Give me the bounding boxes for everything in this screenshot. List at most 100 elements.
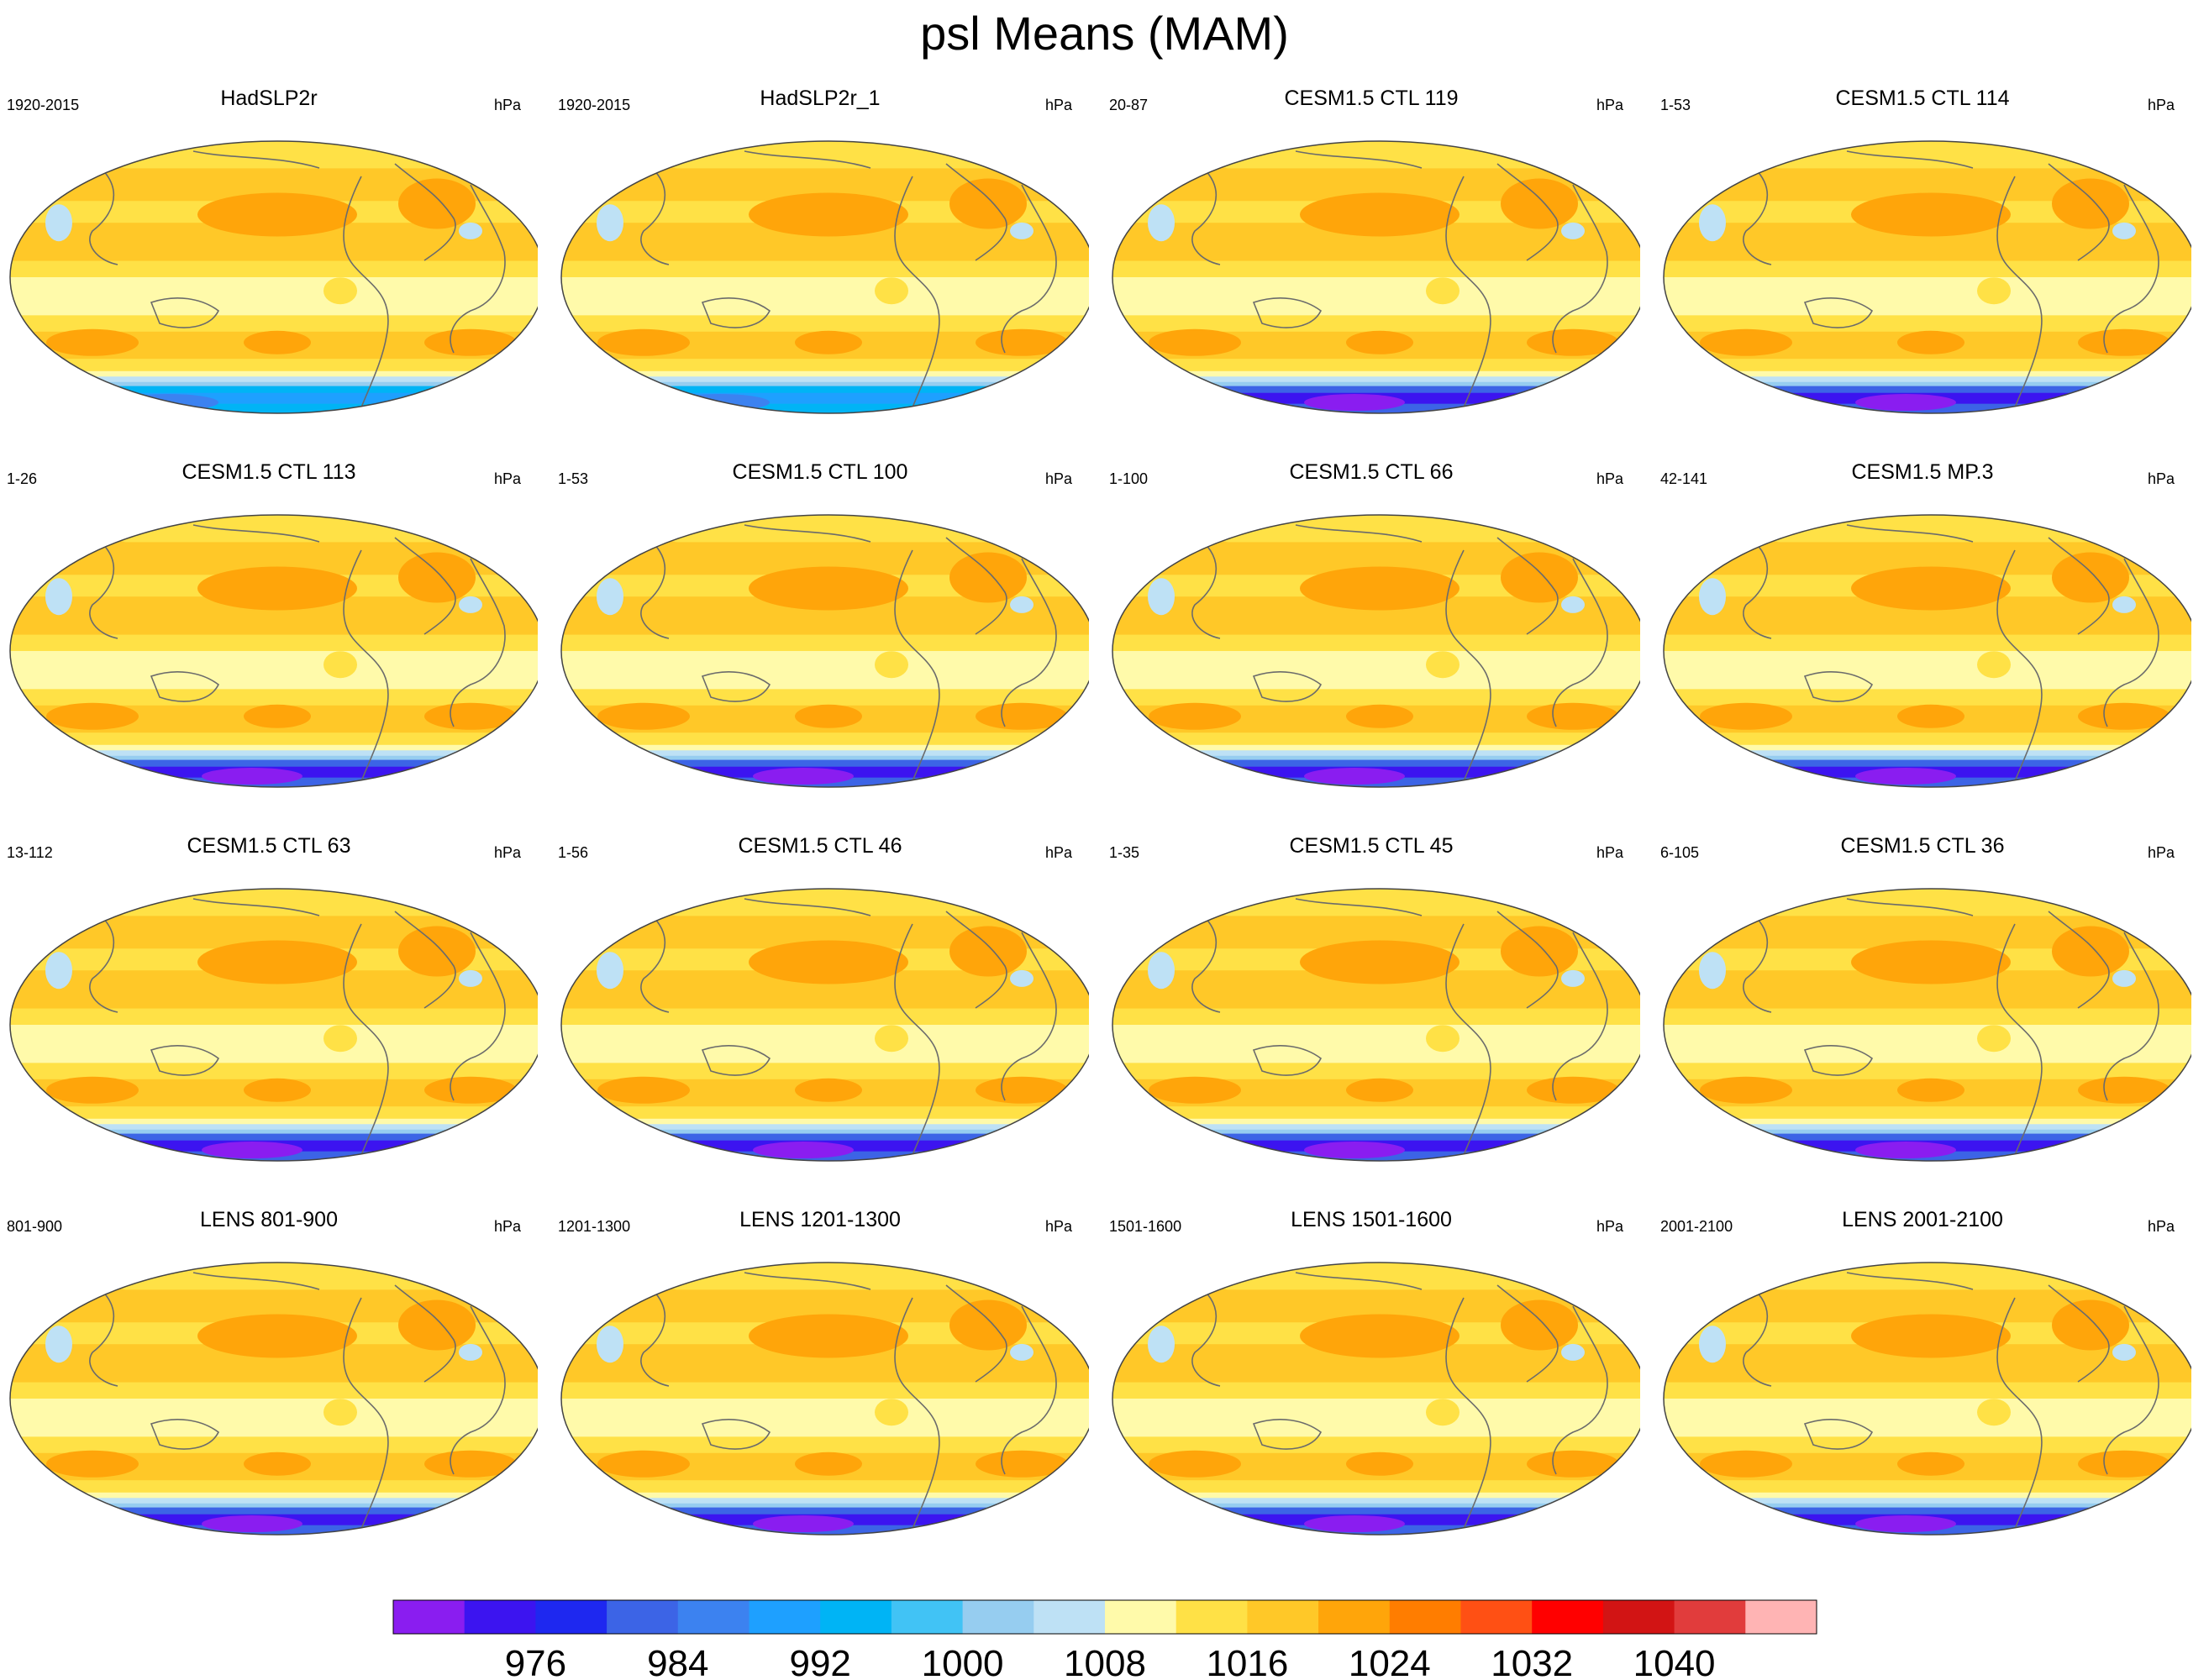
pressure-band [561, 141, 1089, 170]
pressure-band [1112, 359, 1640, 372]
coastline [744, 150, 871, 169]
pressure-band [561, 744, 1089, 752]
panel-units: hPa [1596, 97, 1623, 113]
pressure-cell [795, 330, 862, 354]
pressure-band [561, 515, 1089, 543]
pressure-cell [1851, 1314, 2011, 1358]
colorbar-tick-label: 1008 [1064, 1643, 1146, 1680]
coastline [1803, 671, 1874, 702]
panel-title: LENS 801-900 [199, 1208, 338, 1231]
coastline [894, 923, 940, 1156]
pressure-band [1664, 315, 2191, 333]
pressure-cell [597, 702, 690, 730]
pressure-band [1112, 1133, 1640, 1142]
panel-units: hPa [2147, 470, 2175, 487]
pressure-band [561, 651, 1089, 690]
coastline [1191, 541, 1221, 639]
pressure-cell [795, 1078, 862, 1102]
coastline [744, 898, 871, 916]
coastline [1445, 923, 1491, 1156]
pressure-band [1664, 260, 2191, 278]
pressure-band [1112, 277, 1640, 317]
coastline [701, 1045, 771, 1076]
pressure-cell [568, 1284, 686, 1305]
pressure-cell [1304, 394, 1405, 412]
pressure-band [10, 634, 538, 652]
coastline [89, 541, 118, 639]
pressure-band [10, 315, 538, 333]
pressure-band [561, 759, 1089, 768]
map-plot [1663, 140, 2191, 414]
map-border [1663, 140, 2191, 414]
panel-period: 1-53 [558, 470, 589, 487]
pressure-cell [1148, 578, 1175, 616]
pressure-cell [1670, 1284, 1788, 1305]
pressure-band [10, 1436, 538, 1454]
pressure-cell [1851, 940, 2011, 984]
colorbar-bin [535, 1600, 607, 1634]
pressure-cell [1426, 1399, 1460, 1426]
pressure-band [1112, 1498, 1640, 1504]
pressure-band [1112, 376, 1640, 383]
coastline [1552, 932, 1608, 1101]
pressure-cell [1561, 1343, 1585, 1361]
pressure-band [1664, 359, 2191, 372]
coastline [2048, 911, 2110, 1009]
panel-title: CESM1.5 CTL 114 [1835, 87, 2010, 110]
coastline [1846, 150, 1974, 169]
pressure-band [10, 376, 538, 383]
pressure-band [1112, 370, 1640, 378]
pressure-band [1112, 1399, 1640, 1438]
pressure-band [1112, 755, 1640, 761]
pressure-cell [949, 552, 1027, 603]
colorbar-bin [820, 1600, 892, 1634]
pressure-cell [875, 277, 908, 305]
pressure-cell [197, 566, 357, 611]
pressure-band [1664, 1492, 2191, 1499]
colorbar-bin [891, 1600, 964, 1634]
pressure-band [561, 381, 1089, 387]
pressure-cell [1670, 163, 1788, 184]
pressure-cell [949, 178, 1027, 229]
coastline [701, 1419, 771, 1450]
coastline [744, 524, 871, 543]
panel-period: 42-141 [1660, 470, 1708, 487]
pressure-cell [1300, 940, 1460, 984]
coastline [150, 1045, 220, 1076]
pressure-band [1664, 381, 2191, 387]
pressure-band [1664, 1503, 2191, 1509]
pressure-cell [46, 328, 139, 356]
pressure-band [10, 889, 538, 917]
pressure-cell [1304, 768, 1405, 785]
pressure-cell [749, 1314, 908, 1358]
map-border [1663, 1262, 2191, 1536]
pressure-band [1112, 1124, 1640, 1131]
map-border [9, 1262, 538, 1536]
map-plot [1663, 888, 2191, 1162]
pressure-band [1112, 759, 1640, 768]
pressure-cell [1699, 952, 1726, 990]
pressure-band [1664, 1498, 2191, 1504]
coastline [1496, 537, 1559, 635]
pressure-cell [244, 1078, 311, 1102]
pressure-band [1112, 141, 1640, 170]
pressure-band [1112, 1436, 1640, 1454]
coastline [1846, 1272, 1974, 1290]
pressure-cell [45, 952, 72, 990]
colorbar-bin [1460, 1600, 1533, 1634]
map-border [560, 514, 1089, 788]
coastline [1743, 915, 1772, 1013]
pressure-cell [1426, 651, 1460, 679]
pressure-band [1112, 1008, 1640, 1026]
coastline [1996, 176, 2043, 408]
coastline [192, 898, 320, 916]
pressure-cell [976, 702, 1068, 730]
pressure-cell [398, 552, 476, 603]
pressure-band [561, 1503, 1089, 1509]
coastline [1552, 558, 1608, 727]
pressure-band [10, 1263, 538, 1291]
coastline [640, 541, 670, 639]
panel-title: HadSLP2r [220, 87, 318, 110]
pressure-cell [398, 1299, 476, 1351]
coastline [945, 911, 1007, 1009]
